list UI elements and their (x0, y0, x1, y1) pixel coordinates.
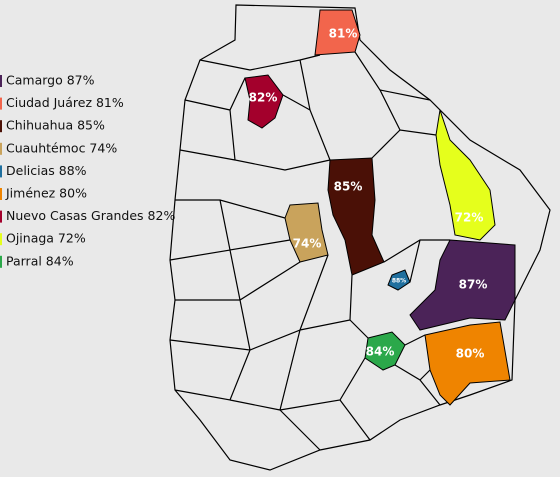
legend-swatch (0, 75, 2, 87)
legend-text: Ciudad Juárez 81% (6, 95, 124, 110)
legend-text: Nuevo Casas Grandes 82% (6, 208, 175, 223)
legend-text: Jiménez 80% (5, 186, 87, 201)
legend: Camargo 87% Ciudad Juárez 81% Chihuahua 85… (0, 73, 175, 268)
legend-swatch (0, 255, 2, 268)
map-label: 85% (334, 180, 363, 194)
region-cuauhtemoc (284, 202, 329, 263)
region-chihuahua (327, 157, 385, 276)
map-label: 88% (392, 278, 406, 285)
region-ojinaga (435, 109, 496, 241)
legend-text: Delicias 88% (6, 163, 87, 178)
legend-text: Parral 84% (6, 253, 74, 268)
region-camargo (409, 239, 516, 331)
map-label: 84% (366, 345, 395, 359)
legend-swatch (0, 233, 2, 246)
legend-swatch (0, 165, 2, 178)
legend-text: Camargo 87% (6, 73, 95, 88)
legend-text: Ojinaga 72% (6, 231, 86, 246)
region-parral (364, 331, 406, 371)
legend-swatch (0, 188, 2, 200)
legend-swatch (0, 97, 2, 110)
map-label: 74% (293, 237, 322, 251)
legend-swatch (0, 120, 2, 133)
map-label: 82% (249, 91, 278, 105)
map-label: 72% (455, 211, 484, 225)
region-nuevo-casas-grandes (244, 74, 284, 129)
legend-swatch (0, 142, 2, 155)
map-labels: 87% 81% 85% 74% 88% 80% 82% 72% 84% (249, 27, 488, 361)
region-delicias (387, 269, 411, 291)
map-label: 81% (329, 27, 358, 41)
region-ciudad-juarez (314, 9, 361, 56)
region-jimenez (424, 321, 511, 406)
legend-text: Chihuahua 85% (6, 118, 105, 133)
municipal-borders (169, 51, 450, 451)
map-label: 80% (456, 347, 485, 361)
legend-swatch (0, 210, 2, 223)
map-label: 87% (459, 278, 488, 292)
legend-text: Cuauhtémoc 74% (6, 140, 117, 155)
